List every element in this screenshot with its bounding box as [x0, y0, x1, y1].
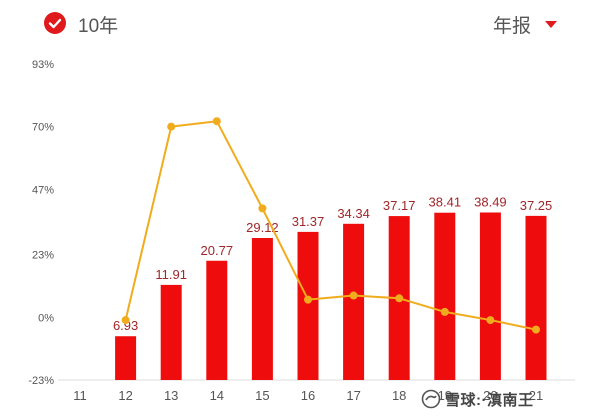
- x-tick-label: 11: [73, 388, 87, 403]
- bar-data-label: 37.25: [520, 198, 553, 213]
- snowball-logo-icon: [421, 389, 441, 409]
- period-label[interactable]: 10年: [78, 16, 119, 37]
- line-point: [395, 294, 404, 303]
- line-point: [532, 325, 540, 334]
- bar: [206, 260, 228, 380]
- bar: [251, 238, 273, 380]
- watermark-text: 雪球:·滇南王: [445, 391, 534, 409]
- line-point: [304, 295, 312, 304]
- bar: [115, 336, 137, 380]
- y-tick-label: 23%: [32, 250, 54, 262]
- report-type-dropdown[interactable]: 年报: [493, 11, 557, 37]
- bar: [343, 223, 365, 380]
- bar-data-label: 20.77: [201, 243, 234, 258]
- line-point: [121, 316, 130, 325]
- y-tick-label: 47%: [32, 184, 54, 196]
- x-tick-label: 12: [118, 388, 132, 403]
- caret-down-icon[interactable]: [545, 21, 557, 29]
- line-point: [258, 204, 267, 213]
- bar: [297, 231, 319, 380]
- x-tick-label: 14: [210, 388, 224, 403]
- line-point: [212, 117, 221, 126]
- y-tick-label: 93%: [32, 59, 54, 71]
- check-circle-icon[interactable]: [44, 12, 66, 34]
- bar: [434, 212, 456, 380]
- y-tick-label: 70%: [32, 122, 54, 134]
- bar-data-label: 6.93: [113, 318, 138, 333]
- bar-data-label: 38.49: [474, 194, 507, 209]
- x-tick-label: 16: [301, 388, 315, 403]
- report-type-label: 年报: [492, 15, 531, 37]
- x-tick-label: 13: [164, 388, 178, 403]
- x-tick-label: 17: [346, 388, 360, 403]
- bar-data-label: 11.91: [155, 267, 187, 282]
- x-tick-label: 15: [255, 388, 269, 403]
- line-point: [486, 316, 495, 325]
- bar: [525, 215, 547, 380]
- x-tick-label: 20: [483, 388, 497, 403]
- line-point: [440, 307, 449, 316]
- bar: [479, 212, 501, 380]
- x-tick-label: 18: [392, 388, 406, 403]
- x-tick-label: 21: [529, 388, 543, 403]
- bar-data-label: 31.37: [292, 214, 325, 229]
- line-series: [124, 120, 537, 331]
- x-tick-label: 19: [438, 388, 452, 403]
- bar: [160, 284, 182, 380]
- watermark: 雪球:·滇南王: [421, 385, 586, 413]
- bar-data-label: 34.34: [337, 206, 370, 221]
- bar-data-label: 37.17: [383, 198, 416, 213]
- y-tick-label: 0%: [38, 312, 54, 324]
- chart-header: 10年 年报: [0, 0, 591, 52]
- line-point: [167, 122, 176, 131]
- y-tick-label: -23%: [28, 375, 54, 387]
- bar-data-label: 38.41: [429, 195, 462, 210]
- line-point: [349, 291, 358, 300]
